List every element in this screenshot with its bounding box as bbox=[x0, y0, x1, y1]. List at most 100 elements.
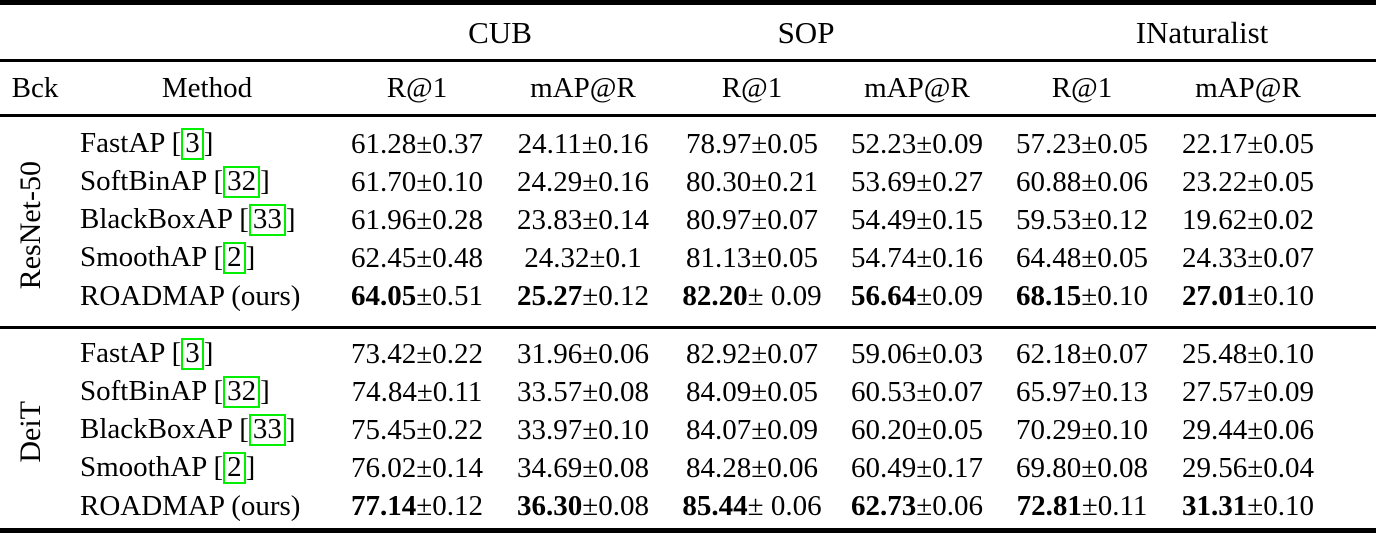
value-inat-mapr: 29.44±0.06 bbox=[1168, 411, 1328, 449]
citation-link[interactable]: 2 bbox=[223, 241, 246, 275]
filler-cell bbox=[1328, 60, 1376, 117]
value-stddev: ±0.22 bbox=[416, 413, 483, 446]
value-main: 27.01 bbox=[1182, 279, 1248, 312]
metric-header-row: Bck Method R@1 mAP@R R@1 mAP@R R@1 mAP@R bbox=[0, 60, 1376, 117]
value-main: 80.30 bbox=[686, 165, 752, 198]
value-cub-r1: 62.45±0.48 bbox=[334, 239, 500, 277]
value-stddev: ±0.05 bbox=[1247, 127, 1314, 160]
value-sop-r1: 80.30±0.21 bbox=[666, 163, 838, 201]
value-stddev: ±0.28 bbox=[416, 203, 483, 236]
value-main: 36.30 bbox=[517, 489, 583, 522]
deit-block: DeiT FastAP [3] 73.42±0.22 31.96±0.06 82.92±… bbox=[0, 328, 1376, 531]
value-inat-r1: 64.48±0.05 bbox=[996, 239, 1168, 277]
value-stddev: ±0.16 bbox=[581, 127, 649, 160]
citation-link[interactable]: 32 bbox=[223, 165, 261, 199]
value-inat-mapr: 31.31±0.10 bbox=[1168, 487, 1328, 531]
value-main: 59.53 bbox=[1016, 203, 1082, 236]
value-stddev: ±0.08 bbox=[582, 375, 649, 408]
filler-cell bbox=[1328, 449, 1376, 487]
value-main: 23.22 bbox=[1182, 165, 1248, 198]
method-cell: FastAP [3] bbox=[80, 336, 214, 371]
value-sop-mapr: 59.06±0.03 bbox=[838, 328, 996, 374]
value-stddev: ±0.06 bbox=[916, 489, 983, 522]
value-main: 19.62 bbox=[1182, 203, 1248, 236]
backbone-label-deit: DeiT bbox=[0, 328, 62, 531]
value-stddev: ±0.05 bbox=[751, 375, 818, 408]
value-stddev: ±0.05 bbox=[1081, 241, 1148, 274]
value-stddev: ±0.10 bbox=[1247, 279, 1314, 312]
method-label: ROADMAP (ours) bbox=[80, 279, 301, 312]
method-label: SmoothAP bbox=[80, 240, 207, 273]
table-row: SmoothAP [2] 62.45±0.48 24.32±0.1 81.13±0.0… bbox=[0, 239, 1376, 277]
table-row: ResNet-50 FastAP [3] 61.28±0.37 24.11±0.16 7… bbox=[0, 116, 1376, 290]
citation-link[interactable]: 33 bbox=[248, 203, 286, 237]
value-stddev: ±0.08 bbox=[582, 451, 649, 484]
value-stddev: ±0.05 bbox=[1081, 127, 1148, 160]
value-inat-mapr: 29.56±0.04 bbox=[1168, 449, 1328, 487]
value-main: 62.73 bbox=[851, 489, 917, 522]
value-sop-r1: 81.13±0.05 bbox=[666, 239, 838, 277]
value-cub-r1: 75.45±0.22 bbox=[334, 411, 500, 449]
method-cell: SmoothAP [2] bbox=[80, 240, 256, 275]
value-stddev: ±0.27 bbox=[916, 165, 983, 198]
value-main: 82.92 bbox=[686, 337, 752, 370]
value-cub-r1: 76.02±0.14 bbox=[334, 449, 500, 487]
value-main: 62.18 bbox=[1016, 337, 1082, 370]
value-sop-r1: 85.44± 0.06 bbox=[666, 487, 838, 531]
value-sop-r1: 84.07±0.09 bbox=[666, 411, 838, 449]
value-stddev: ±0.05 bbox=[916, 413, 983, 446]
column-header-inat-mapr: mAP@R bbox=[1168, 60, 1329, 117]
method-label: SmoothAP bbox=[80, 450, 207, 483]
value-main: 33.97 bbox=[517, 413, 583, 446]
value-stddev: ±0.13 bbox=[1081, 375, 1148, 408]
filler-cell bbox=[1328, 239, 1376, 277]
value-main: 61.28 bbox=[351, 127, 417, 160]
citation-link[interactable]: 32 bbox=[223, 375, 261, 409]
value-inat-r1: 57.23±0.05 bbox=[996, 116, 1168, 164]
value-stddev: ±0.04 bbox=[1247, 451, 1314, 484]
dataset-header-sop: SOP bbox=[666, 2, 996, 62]
value-stddev: ±0.10 bbox=[1081, 413, 1148, 446]
value-stddev: ±0.22 bbox=[416, 337, 483, 370]
value-main: 53.69 bbox=[851, 165, 917, 198]
method-cell: SoftBinAP [32] bbox=[80, 374, 270, 409]
method-cell: ROADMAP (ours) bbox=[62, 487, 334, 531]
value-stddev: ±0.11 bbox=[1081, 489, 1148, 522]
value-stddev: ±0.17 bbox=[916, 451, 983, 484]
filler-cell bbox=[1328, 277, 1376, 328]
value-cub-mapr: 24.29±0.16 bbox=[500, 163, 666, 201]
citation-link[interactable]: 2 bbox=[223, 451, 246, 485]
value-sop-mapr: 54.49±0.15 bbox=[838, 201, 996, 239]
value-inat-mapr: 19.62±0.02 bbox=[1168, 201, 1328, 239]
value-main: 84.07 bbox=[686, 413, 752, 446]
filler-cell bbox=[1328, 163, 1376, 201]
value-cub-r1: 61.70±0.10 bbox=[334, 163, 500, 201]
value-main: 54.74 bbox=[851, 241, 917, 274]
value-stddev: ±0.12 bbox=[416, 489, 483, 522]
resnet50-block: ResNet-50 FastAP [3] 61.28±0.37 24.11±0.16 7… bbox=[0, 116, 1376, 328]
value-main: 74.84 bbox=[351, 375, 417, 408]
value-main: 72.81 bbox=[1016, 489, 1082, 522]
value-main: 80.97 bbox=[686, 203, 752, 236]
value-cub-r1: 61.96±0.28 bbox=[334, 201, 500, 239]
value-stddev: ±0.08 bbox=[582, 489, 649, 522]
value-cub-mapr: 24.11±0.16 bbox=[500, 116, 666, 164]
table-row: ROADMAP (ours) 64.05±0.51 25.27±0.12 82.20±… bbox=[0, 277, 1376, 328]
table-row: SoftBinAP [32] 61.70±0.10 24.29±0.16 80.30±… bbox=[0, 163, 1376, 201]
method-cell: BlackBoxAP [33] bbox=[80, 412, 296, 447]
citation-link[interactable]: 3 bbox=[181, 337, 204, 371]
citation-link[interactable]: 33 bbox=[248, 413, 286, 447]
value-stddev: ±0.10 bbox=[416, 165, 483, 198]
citation-link[interactable]: 3 bbox=[181, 127, 204, 161]
backbone-vertical-text: DeiT bbox=[14, 400, 47, 463]
value-sop-mapr: 54.74±0.16 bbox=[838, 239, 996, 277]
filler-cell bbox=[1328, 2, 1376, 62]
value-main: 84.28 bbox=[686, 451, 752, 484]
value-stddev: ±0.06 bbox=[582, 337, 649, 370]
dataset-header-inaturalist: INaturalist bbox=[996, 2, 1329, 62]
value-main: 31.31 bbox=[1182, 489, 1248, 522]
value-inat-mapr: 23.22±0.05 bbox=[1168, 163, 1328, 201]
backbone-vertical-text: ResNet-50 bbox=[14, 161, 47, 290]
